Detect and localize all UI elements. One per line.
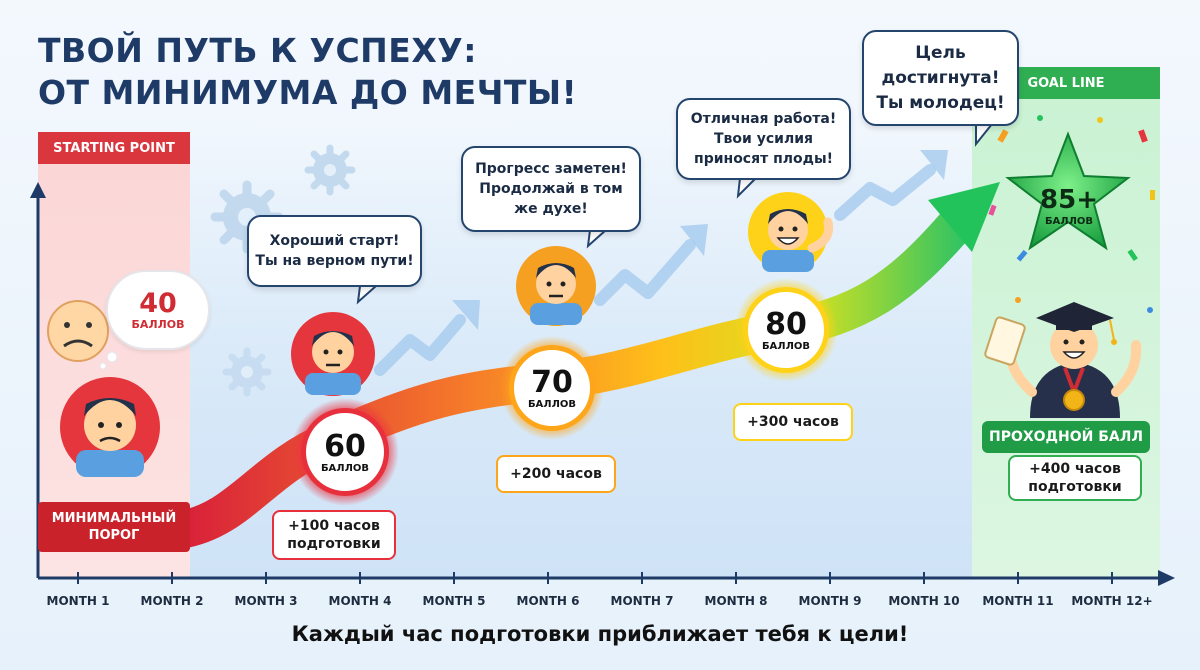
hours-line: +300 часов [747, 414, 839, 430]
score-80-badge: 80 БАЛЛОВ [743, 287, 829, 373]
sad-face-icon [47, 300, 109, 362]
month-label: MONTH 9 [798, 594, 862, 608]
score-value: 70 [531, 364, 573, 400]
month-label: MONTH 7 [610, 594, 674, 608]
month-label: MONTH 10 [888, 594, 960, 608]
month-label: MONTH 4 [328, 594, 392, 608]
score-70-badge: 70 БАЛЛОВ [509, 345, 595, 431]
hours-100-label: +100 часов подготовки [272, 510, 396, 560]
hours-line: +400 часов [1029, 461, 1121, 477]
bubble-line: Ты на верном пути! [255, 253, 414, 269]
score-unit: БАЛЛОВ [1044, 215, 1094, 227]
score-unit: БАЛЛОВ [761, 340, 811, 352]
bubble-line: Продолжай в том [479, 181, 623, 197]
score-value: 80 [765, 306, 807, 342]
speech-bubble-progress: Прогресс заметен! Продолжай в том же дух… [461, 146, 641, 232]
bubble-line: Прогресс заметен! [475, 161, 627, 177]
bubble-line: же духе! [514, 201, 588, 217]
speech-bubble-good-start: Хороший старт! Ты на верном пути! [247, 215, 422, 287]
student-avatar-icon [60, 377, 160, 477]
bubble-line: Цель [915, 42, 966, 63]
bubble-line: Твои усилия [714, 131, 813, 147]
hours-line: +100 часов [288, 518, 380, 534]
starting-point-label: STARTING POINT [38, 132, 190, 164]
month-label: MONTH 2 [140, 594, 204, 608]
bubble-line: приносят плоды! [694, 151, 833, 167]
threshold-line: ПОРОГ [88, 528, 140, 543]
goal-arrowhead [928, 182, 1000, 252]
score-85-badge: 85+ БАЛЛОВ [1030, 172, 1108, 238]
medal-icon [1063, 389, 1085, 411]
month-label: MONTH 11 [982, 594, 1054, 608]
gear-icon [222, 347, 272, 397]
month-label: MONTH 3 [234, 594, 298, 608]
hours-line: подготовки [287, 536, 381, 552]
diploma-icon [984, 316, 1026, 366]
student-avatar-icon [748, 192, 834, 272]
score-unit: БАЛЛОВ [131, 317, 185, 331]
arrow-up-icon [374, 164, 936, 376]
month-label: MONTH 8 [704, 594, 768, 608]
star-icon [1005, 131, 1131, 251]
hours-line: подготовки [1028, 479, 1122, 495]
student-avatar-icon [516, 246, 596, 326]
graduate-student-icon [984, 302, 1142, 418]
bubble-line: Ты молодец! [876, 92, 1005, 113]
title-line-2: ОТ МИНИМУМА ДО МЕЧТЫ! [38, 73, 578, 112]
hours-200-label: +200 часов [496, 455, 616, 493]
hours-400-label: +400 часов подготовки [1008, 455, 1142, 501]
score-value: 40 [139, 287, 177, 319]
bubble-line: Отличная работа! [690, 111, 837, 127]
speech-bubble-great-work: Отличная работа! Твои усилия приносят пл… [676, 98, 851, 180]
gear-icon [304, 144, 356, 196]
graduation-cap-icon [1036, 302, 1117, 345]
bubble-line: достигнута! [881, 67, 1000, 88]
month-label: MONTH 5 [422, 594, 486, 608]
tagline: Каждый час подготовки приближает тебя к … [291, 622, 909, 646]
month-label: MONTH 6 [516, 594, 580, 608]
confetti-icon [988, 115, 1155, 313]
student-avatar-icon [291, 312, 375, 396]
hours-line: +200 часов [510, 466, 602, 482]
bubble-line: Хороший старт! [269, 233, 400, 249]
score-unit: БАЛЛОВ [320, 462, 370, 474]
threshold-line: МИНИМАЛЬНЫЙ [51, 511, 177, 526]
hours-300-label: +300 часов [733, 403, 853, 441]
page-title: ТВОЙ ПУТЬ К УСПЕХУ: ОТ МИНИМУМА ДО МЕЧТЫ… [38, 30, 577, 114]
title-line-1: ТВОЙ ПУТЬ К УСПЕХУ: [38, 31, 477, 70]
month-label: MONTH 1 [46, 594, 110, 608]
passing-score-label: ПРОХОДНОЙ БАЛЛ [982, 421, 1150, 453]
score-40-cloud: 40 БАЛЛОВ [106, 270, 210, 350]
minimum-threshold-label: МИНИМАЛЬНЫЙ ПОРОГ [38, 502, 190, 552]
month-label: MONTH 12+ [1071, 594, 1153, 608]
score-unit: БАЛЛОВ [527, 398, 577, 410]
speech-bubble-goal-reached: Цель достигнута! Ты молодец! [862, 30, 1019, 126]
score-value: 85+ [1040, 184, 1098, 215]
score-60-badge: 60 БАЛЛОВ [301, 408, 389, 496]
score-value: 60 [324, 428, 366, 464]
